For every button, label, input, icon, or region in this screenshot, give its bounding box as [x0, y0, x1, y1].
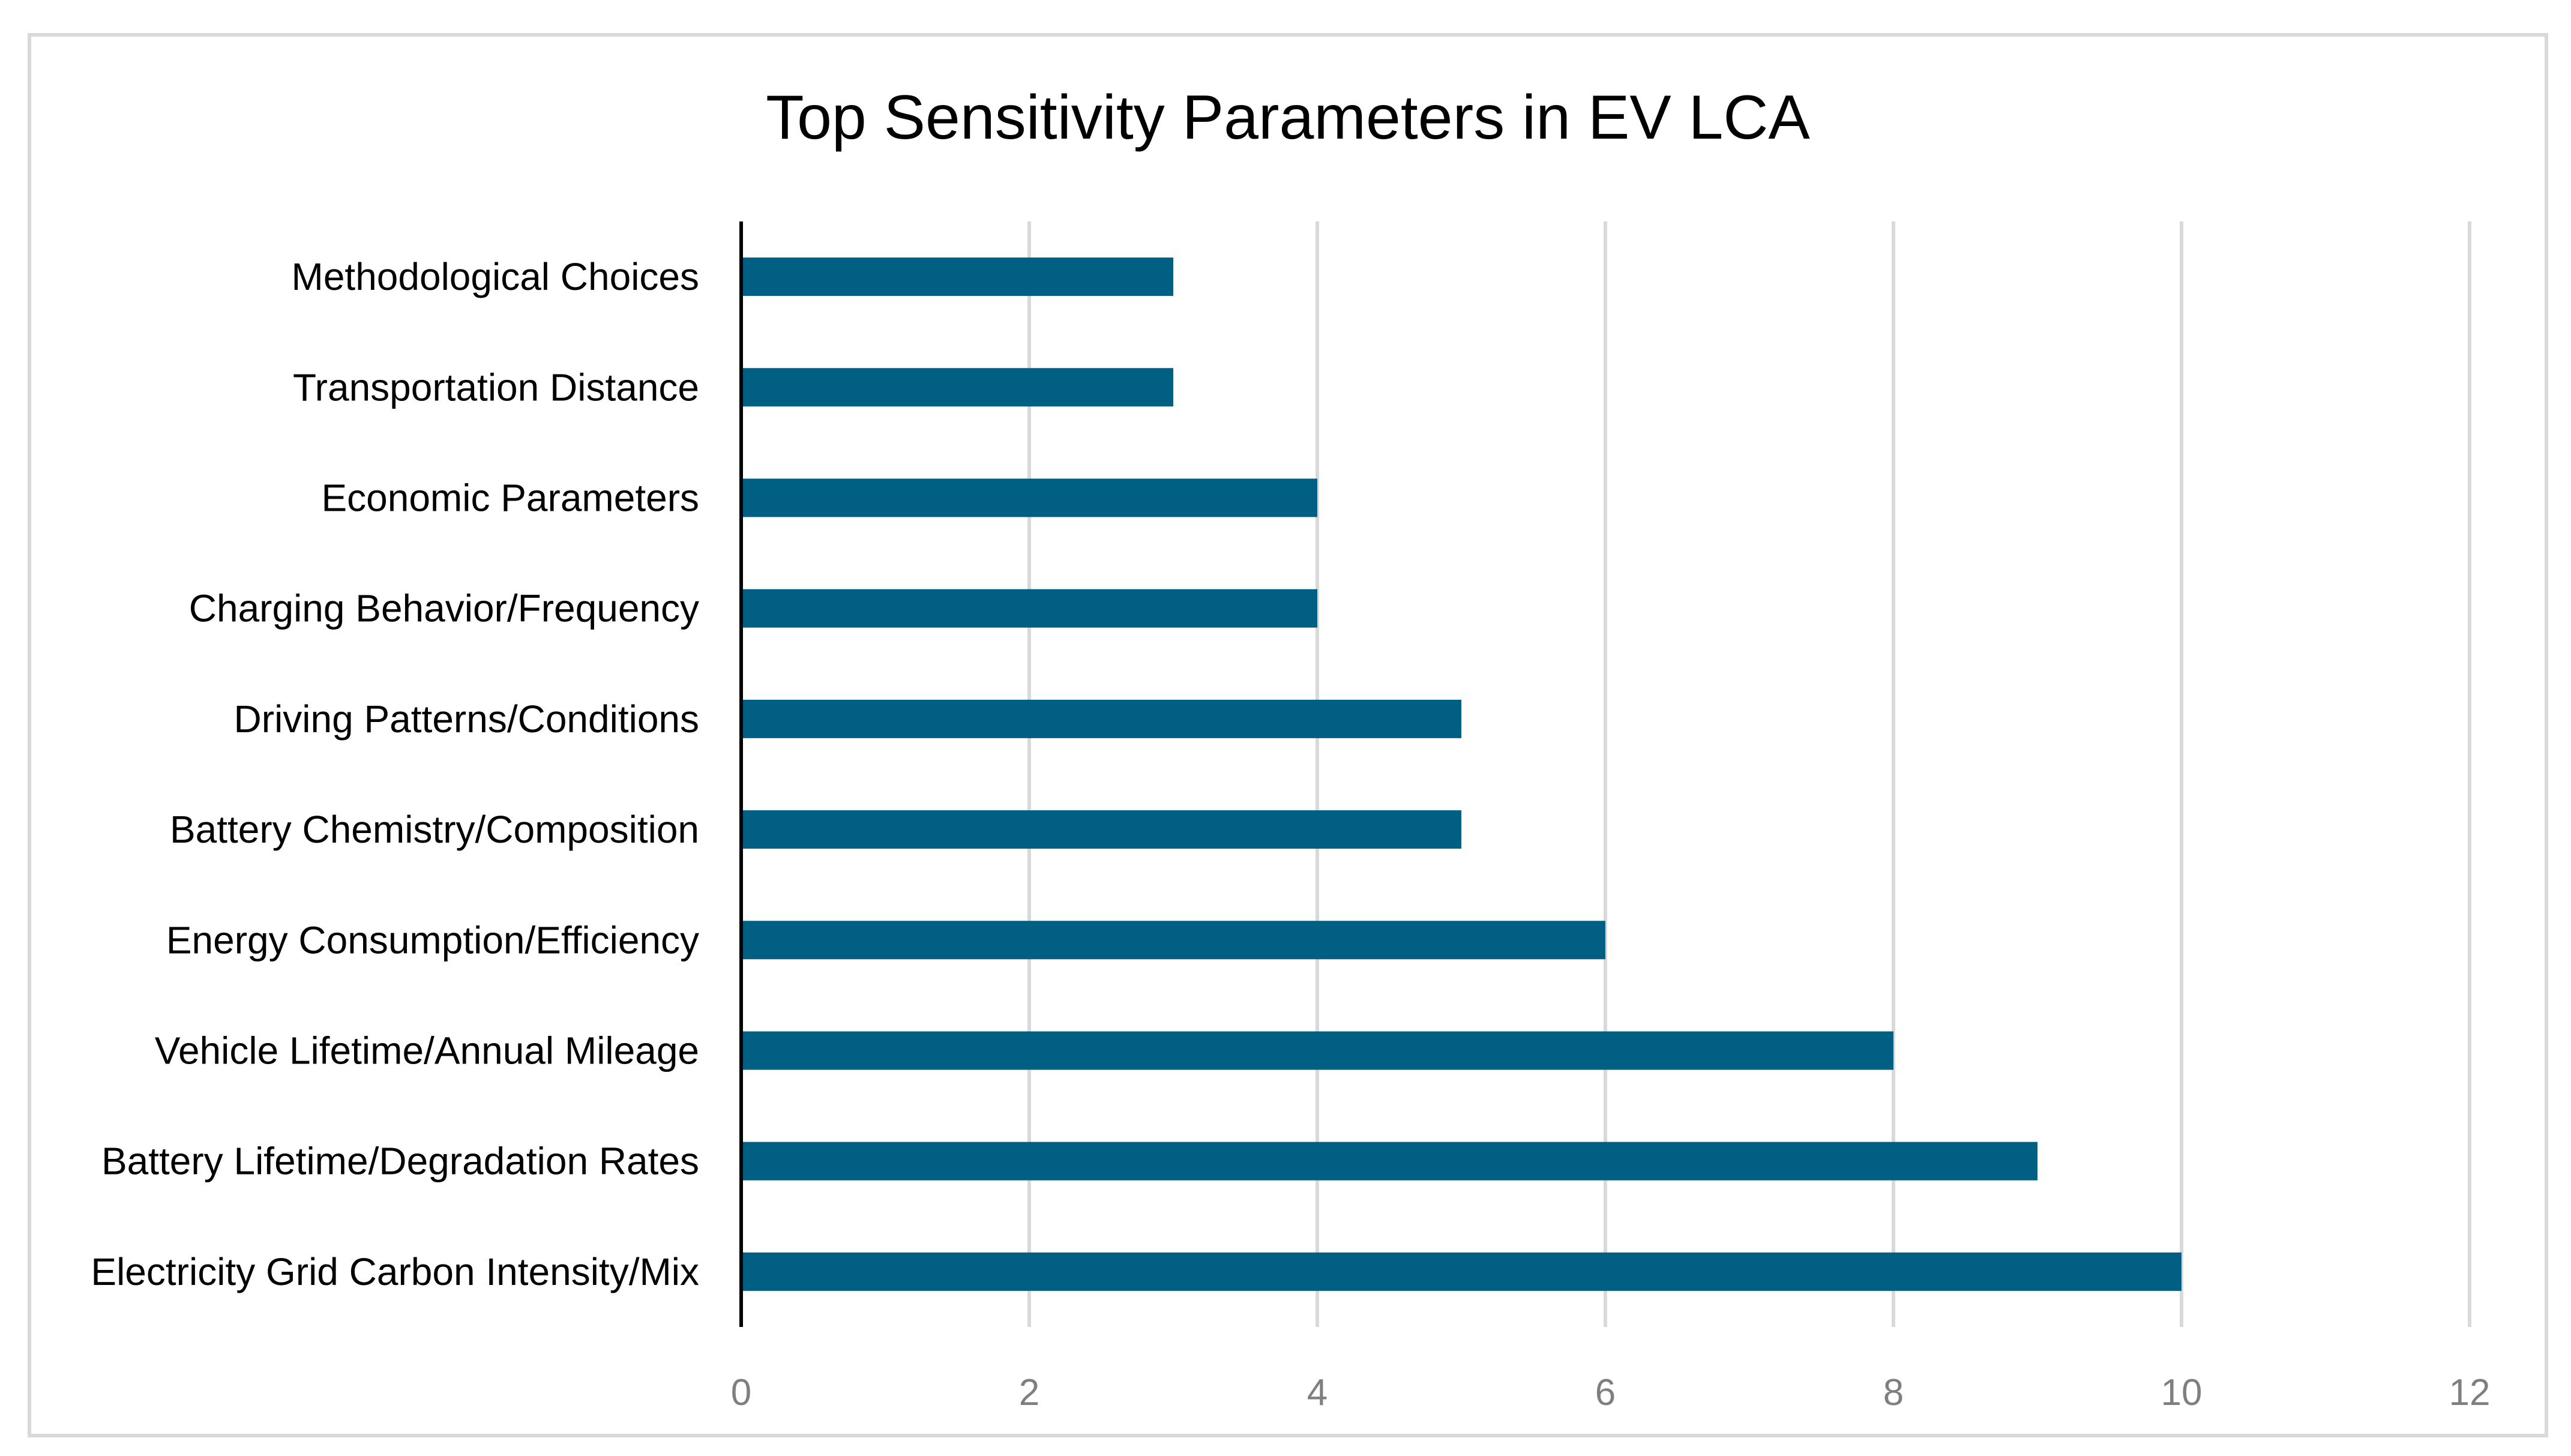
category-label-7: Energy Consumption/Efficiency [166, 918, 699, 961]
tick-labels: 0 2 4 6 8 10 12 [731, 1372, 2491, 1413]
x-tick-label-6: 6 [1595, 1372, 1616, 1413]
bar-chart: Top Sensitivity Parameters in EV LCA Met… [91, 83, 2491, 1413]
category-label-8: Vehicle Lifetime/Annual Mileage [155, 1029, 699, 1072]
x-tick-label-4: 4 [1307, 1372, 1328, 1413]
bar-7 [741, 921, 1605, 960]
x-tick-label-12: 12 [2449, 1372, 2491, 1413]
x-tick-label-0: 0 [731, 1372, 751, 1413]
x-tick-label-10: 10 [2161, 1372, 2203, 1413]
bar-6 [741, 810, 1461, 849]
bar-9 [741, 1142, 2037, 1181]
bar-1 [741, 257, 1173, 296]
bar-5 [741, 699, 1461, 738]
category-labels: Methodological Choices Transportation Dis… [91, 255, 699, 1293]
chart-title: Top Sensitivity Parameters in EV LCA [766, 83, 1810, 152]
x-tick-label-8: 8 [1883, 1372, 1904, 1413]
bar-10 [741, 1252, 2182, 1291]
bar-8 [741, 1031, 1893, 1070]
bar-3 [741, 478, 1317, 517]
bars [741, 257, 2182, 1291]
x-tick-label-2: 2 [1019, 1372, 1039, 1413]
category-label-2: Transportation Distance [293, 366, 699, 409]
category-label-4: Charging Behavior/Frequency [189, 587, 699, 630]
bar-4 [741, 589, 1317, 628]
chart-frame: Top Sensitivity Parameters in EV LCA Met… [28, 33, 2548, 1437]
category-label-5: Driving Patterns/Conditions [234, 697, 699, 741]
category-label-10: Electricity Grid Carbon Intensity/Mix [91, 1250, 699, 1293]
category-label-1: Methodological Choices [292, 255, 700, 298]
category-label-6: Battery Chemistry/Composition [170, 808, 699, 851]
category-label-9: Battery Lifetime/Degradation Rates [101, 1140, 699, 1183]
bar-2 [741, 368, 1173, 407]
category-label-3: Economic Parameters [321, 477, 699, 520]
